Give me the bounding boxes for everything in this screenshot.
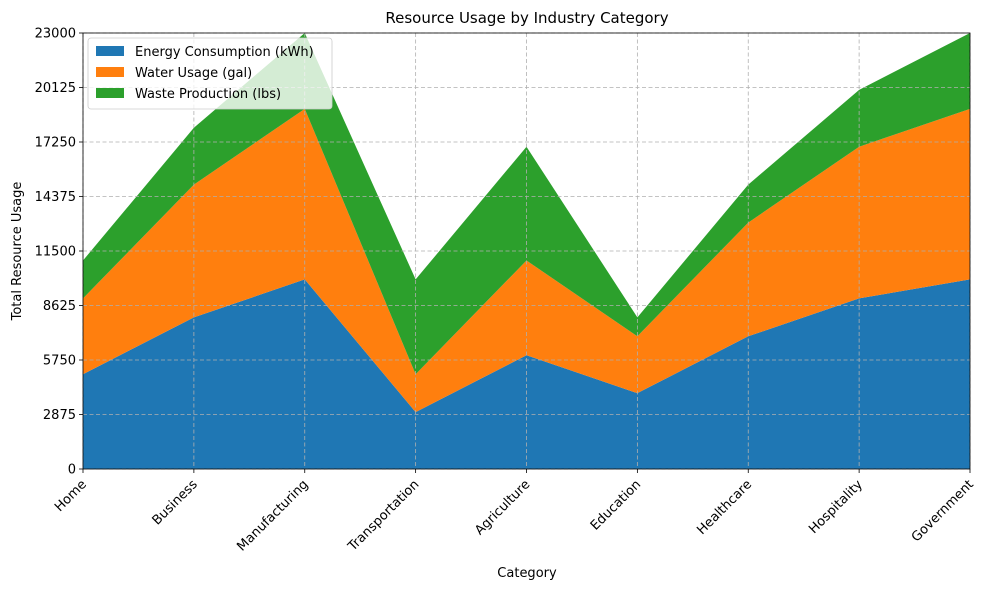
chart-title: Resource Usage by Industry Category bbox=[385, 9, 668, 27]
legend-box bbox=[87, 37, 333, 110]
y-tick-label: 14375 bbox=[35, 190, 76, 205]
legend-label: Waste Production (lbs) bbox=[135, 87, 281, 102]
y-axis-label: Total Resource Usage bbox=[10, 182, 25, 322]
y-tick-label: 8625 bbox=[43, 299, 76, 314]
y-tick-label: 20125 bbox=[35, 81, 76, 96]
legend-label: Water Usage (gal) bbox=[135, 66, 252, 81]
legend: Energy Consumption (kWh) Water Usage (gal… bbox=[87, 37, 333, 110]
y-tick-label: 5750 bbox=[43, 354, 76, 369]
x-axis-label: Category bbox=[497, 566, 557, 581]
y-tick-label: 11500 bbox=[35, 245, 76, 260]
legend-swatch bbox=[96, 67, 124, 77]
y-tick-label: 0 bbox=[68, 463, 76, 478]
legend-label: Energy Consumption (kWh) bbox=[135, 45, 314, 60]
y-tick-label: 17250 bbox=[35, 136, 76, 151]
y-tick-label: 2875 bbox=[43, 408, 76, 423]
legend-swatch bbox=[96, 88, 124, 98]
legend-swatch bbox=[96, 46, 124, 56]
y-tick-label: 23000 bbox=[35, 27, 76, 42]
